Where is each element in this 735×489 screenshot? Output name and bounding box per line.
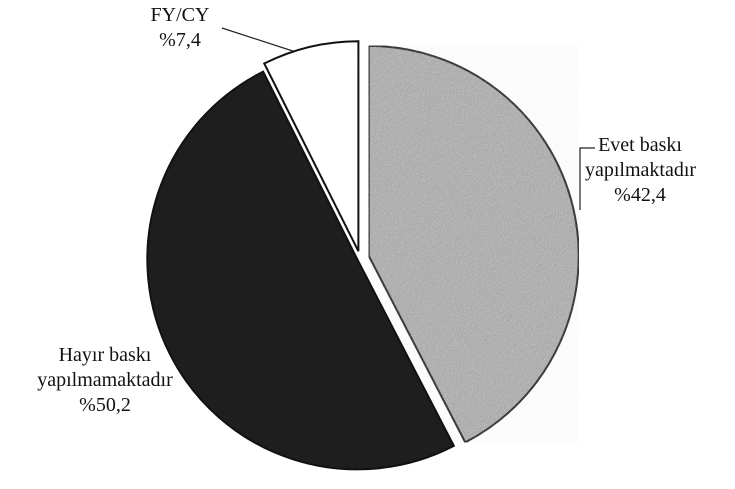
value-label: %50,2 (79, 394, 131, 416)
pie-slice (262, 40, 360, 252)
category-label: Evet baskı yapılmaktadır (585, 134, 697, 181)
leader-line (579, 147, 595, 210)
category-label: FY/CY (150, 4, 210, 26)
slice-label: FY/CY %7,4 (135, 3, 225, 53)
category-label: Hayır baskı yapılmamaktadır (37, 344, 173, 391)
value-label: %42,4 (614, 184, 666, 206)
value-label: %7,4 (159, 29, 201, 51)
leader-line (221, 27, 306, 56)
pie-slice (367, 44, 580, 444)
pie-slice (146, 70, 456, 471)
slice-label: Hayır baskı yapılmamaktadır %50,2 (20, 343, 190, 418)
slice-label: Evet baskı yapılmaktadır %42,4 (555, 133, 725, 208)
